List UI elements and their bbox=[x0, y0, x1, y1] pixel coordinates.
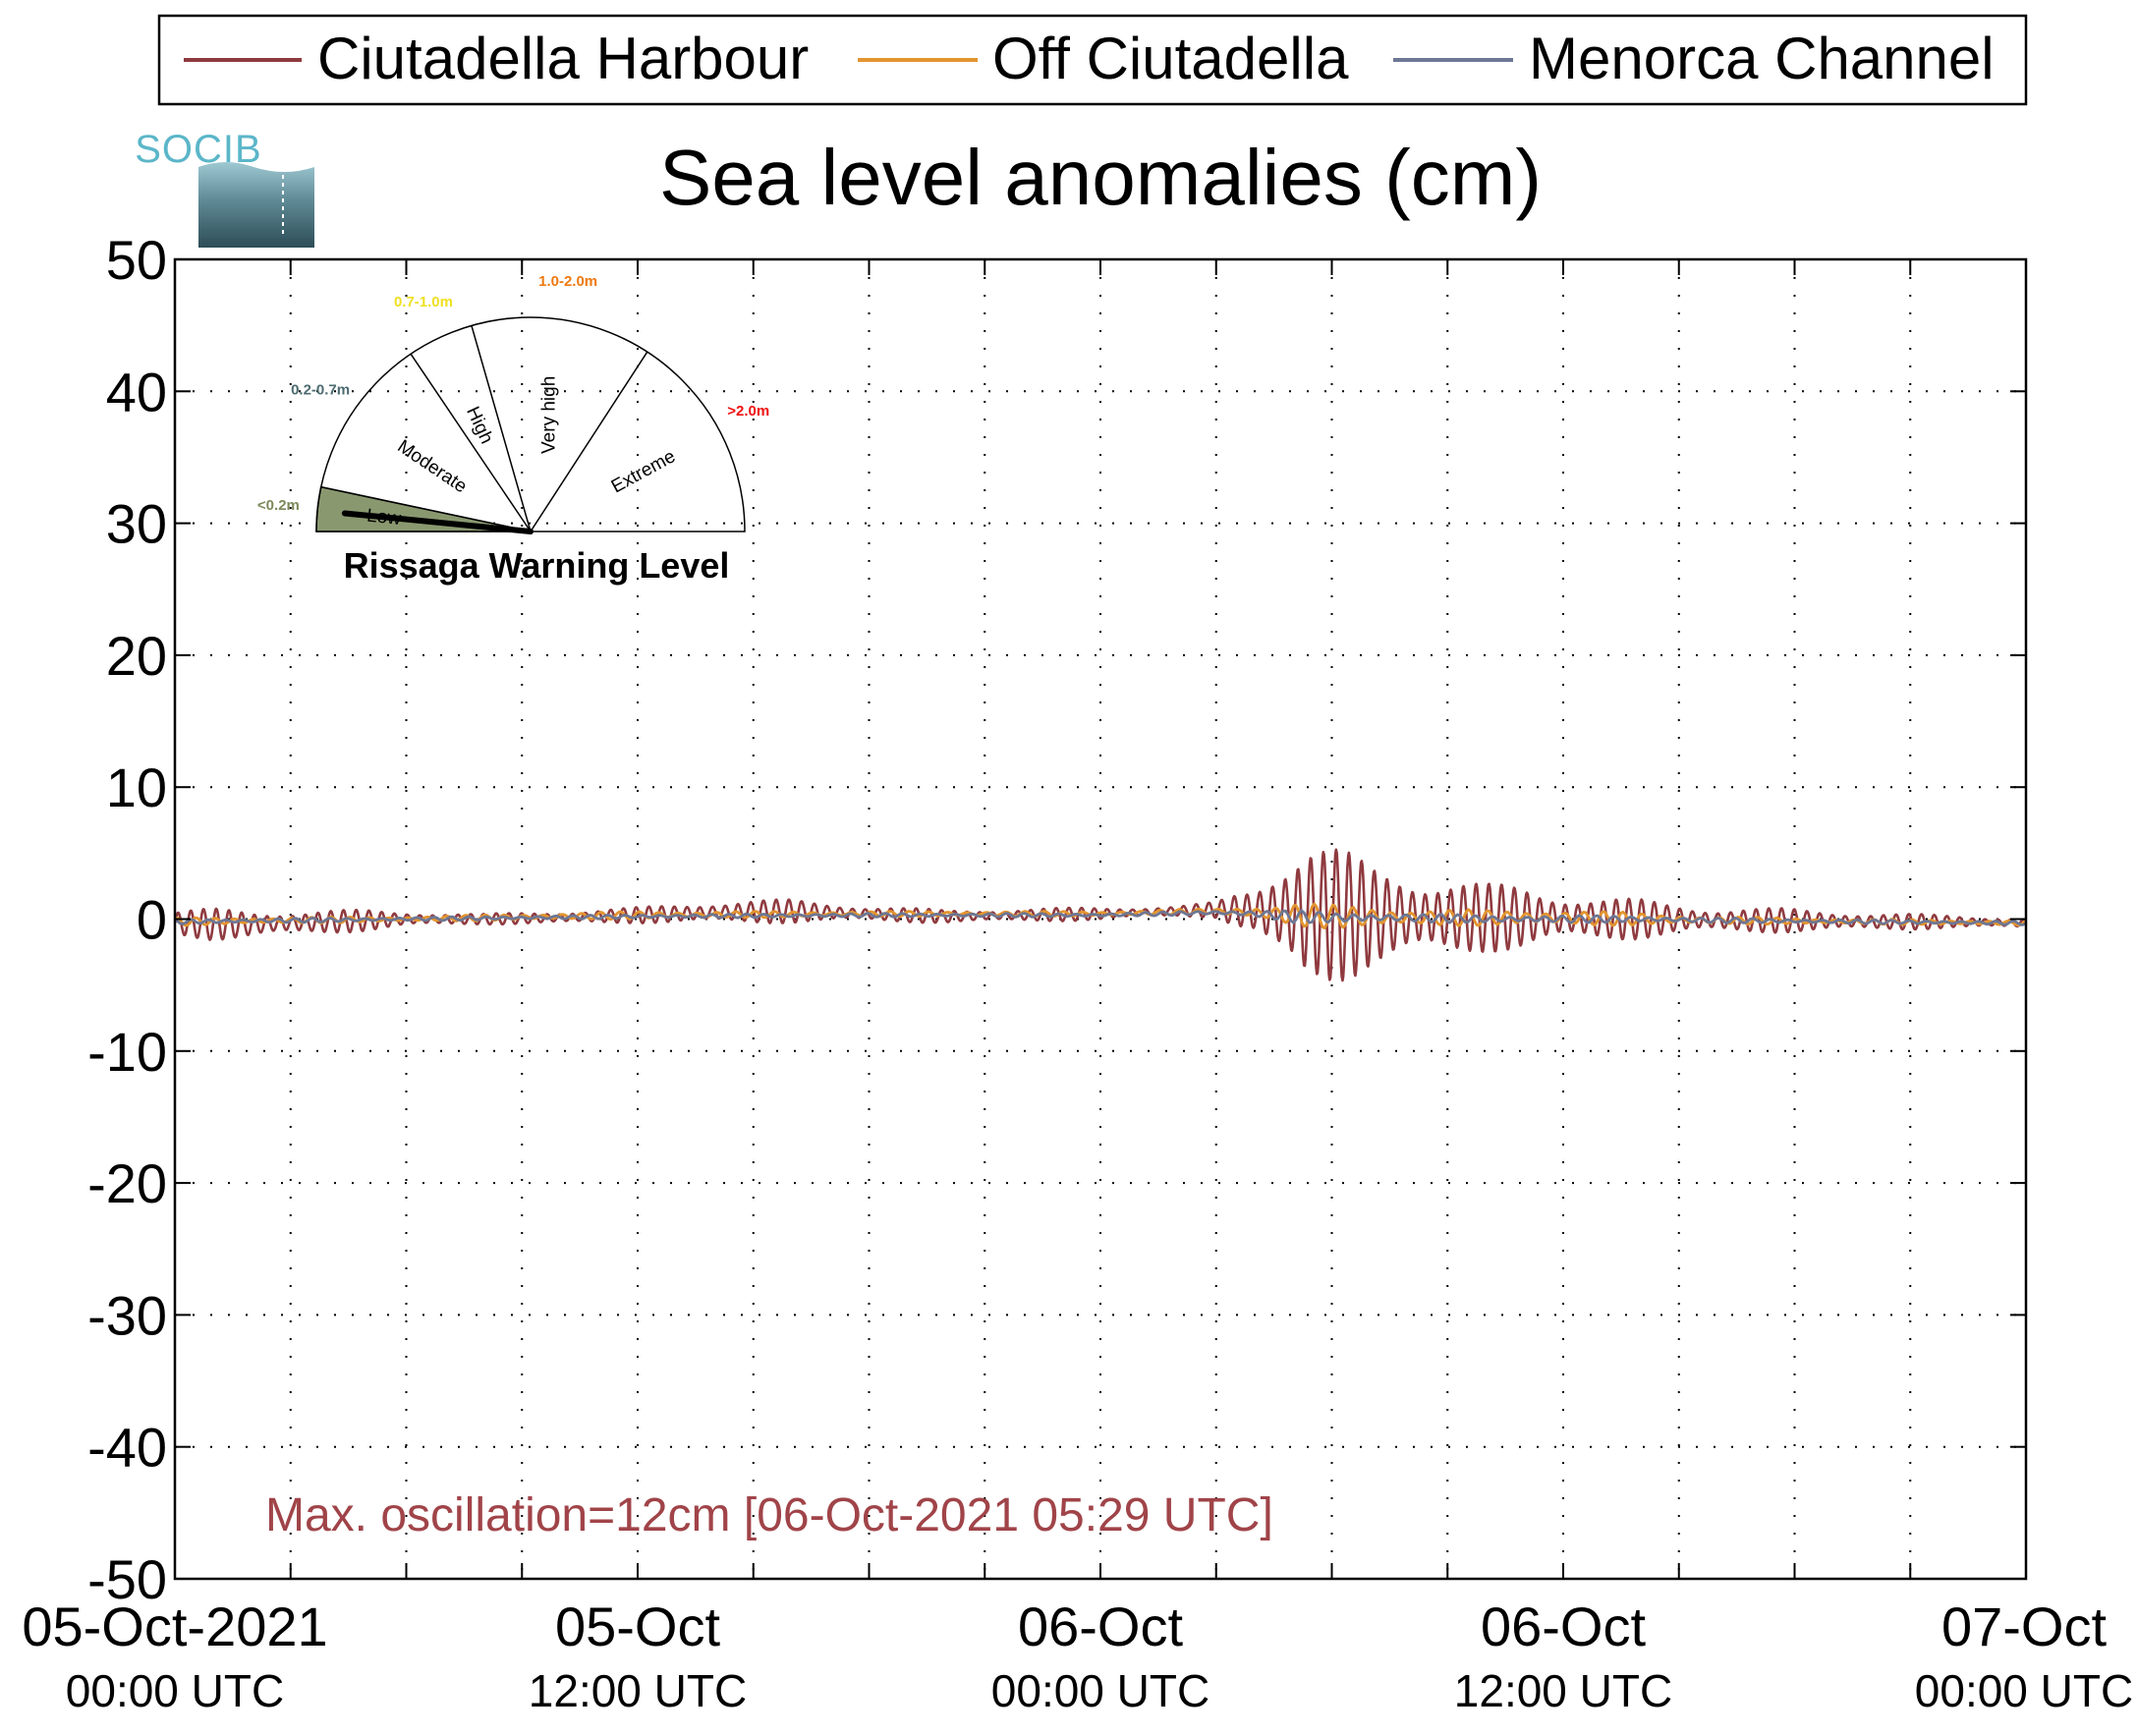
gauge-divider bbox=[320, 485, 532, 532]
y-tick-label: 30 bbox=[106, 493, 167, 555]
series-line-menorca-channel bbox=[174, 909, 2027, 926]
gauge-range-moderate: 0.2-0.7m bbox=[291, 382, 350, 399]
gauge-range-high: 0.7-1.0m bbox=[394, 294, 453, 310]
y-tick-label: 40 bbox=[106, 361, 167, 422]
y-tick-label: 0 bbox=[137, 889, 167, 951]
x-tick-label-date: 05-Oct bbox=[555, 1596, 720, 1657]
x-axis: 05-Oct-2021 00:00 UTC 05-Oct 12:00 UTC 06-Oc… bbox=[22, 259, 2133, 1716]
chart-title: Sea level anomalies (cm) bbox=[659, 134, 1542, 221]
gauge-range-labels: <0.2m 0.2-0.7m 0.7-1.0m 1.0-2.0m >2.0m bbox=[257, 273, 769, 514]
gauge-divider bbox=[471, 325, 532, 532]
gauge-range-extreme: >2.0m bbox=[727, 403, 769, 420]
max-oscillation-annotation: Max. oscillation=12cm [06-Oct-2021 05:29… bbox=[265, 1489, 1273, 1541]
gauge-sector-very-high: Very high bbox=[539, 376, 560, 454]
y-axis: 50 40 30 20 10 0 -10 -20 -30 -40 -50 bbox=[87, 229, 2026, 1610]
x-tick-label-time: 12:00 UTC bbox=[529, 1665, 747, 1716]
y-tick-label: -50 bbox=[87, 1548, 167, 1610]
x-tick-label-time: 00:00 UTC bbox=[991, 1665, 1209, 1716]
legend-label-menorca-channel: Menorca Channel bbox=[1529, 26, 1995, 91]
legend-label-ciutadella-harbour: Ciutadella Harbour bbox=[317, 26, 809, 91]
x-tick-label-time: 12:00 UTC bbox=[1454, 1665, 1672, 1716]
y-tick-label: -20 bbox=[87, 1152, 167, 1214]
legend: Ciutadella Harbour Off Ciutadella Menorc… bbox=[157, 14, 2028, 106]
gauge-dividers bbox=[320, 325, 648, 532]
socib-logo: SOCIB bbox=[135, 128, 314, 248]
socib-logo-wave bbox=[198, 162, 314, 248]
gauge-divider bbox=[530, 351, 648, 532]
legend-label-off-ciutadella: Off Ciutadella bbox=[992, 26, 1349, 91]
y-tick-label: 50 bbox=[106, 229, 167, 291]
y-tick-label: 10 bbox=[106, 756, 167, 818]
x-tick-label-date: 05-Oct-2021 bbox=[22, 1596, 327, 1657]
series-layer bbox=[173, 848, 2028, 982]
x-tick-label-time: 00:00 UTC bbox=[66, 1665, 284, 1716]
y-tick-label: -30 bbox=[87, 1284, 167, 1346]
gauge-outline bbox=[315, 316, 746, 532]
x-tick-label-time: 00:00 UTC bbox=[1915, 1665, 2133, 1716]
gauge-divider bbox=[410, 353, 532, 532]
x-tick-label-date: 07-Oct bbox=[1941, 1596, 2107, 1657]
legend-box bbox=[157, 14, 2028, 106]
gauge-title: Rissaga Warning Level bbox=[344, 545, 730, 586]
x-tick-label-date: 06-Oct bbox=[1018, 1596, 1183, 1657]
rissaga-gauge: Low Moderate High Very high Extreme <0.2… bbox=[257, 273, 769, 586]
x-tick-label-date: 06-Oct bbox=[1481, 1596, 1646, 1657]
gauge-needle bbox=[341, 510, 534, 534]
y-tick-label: -10 bbox=[87, 1021, 167, 1083]
y-tick-label: 20 bbox=[106, 625, 167, 687]
gauge-range-low: <0.2m bbox=[257, 497, 300, 514]
y-tick-label: -40 bbox=[87, 1417, 167, 1479]
gauge-range-very-high: 1.0-2.0m bbox=[538, 273, 597, 290]
